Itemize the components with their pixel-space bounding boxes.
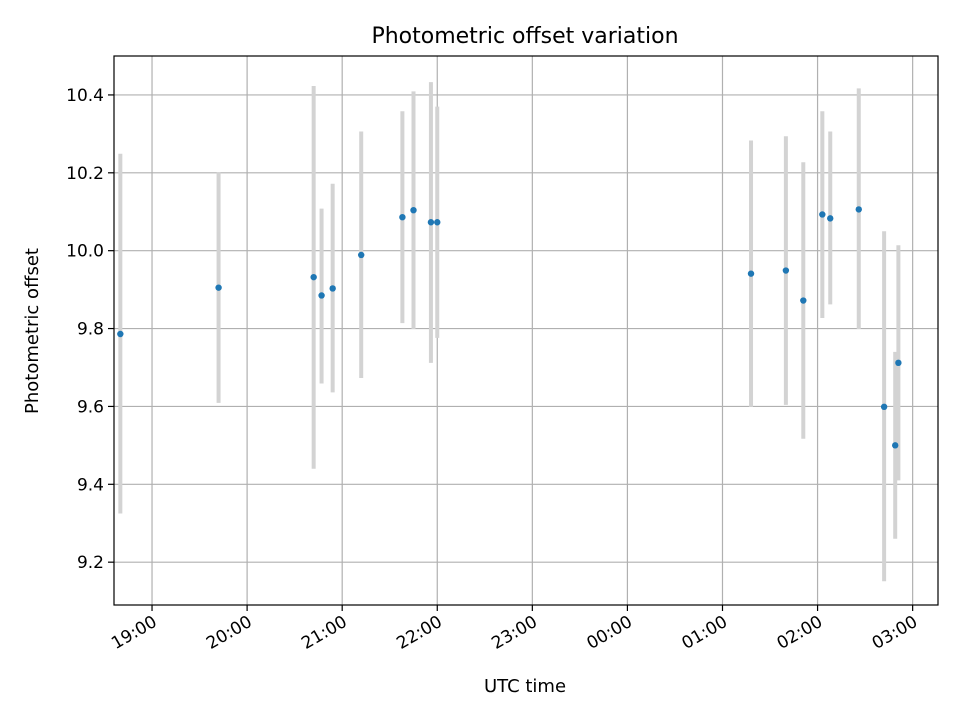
data-point [895, 359, 902, 367]
y-tick-label: 9.6 [77, 397, 104, 417]
data-point [880, 403, 888, 411]
y-axis-label: Photometric offset [22, 248, 43, 414]
data-point [747, 270, 755, 277]
data-point [117, 330, 124, 338]
data-point [892, 442, 899, 449]
data-point [329, 285, 336, 292]
y-tick-label: 9.4 [77, 475, 104, 495]
y-tick-label: 9.8 [77, 320, 104, 340]
data-point [434, 219, 441, 226]
x-axis-label: UTC time [484, 676, 566, 697]
data-point [358, 251, 365, 259]
plot-frame [113, 55, 939, 606]
data-point [410, 206, 417, 214]
data-point [427, 219, 435, 226]
data-point [800, 297, 807, 304]
y-axis-ticks: 9.2 9.4 9.6 9.8 10.0 10.2 10.4 [66, 86, 114, 573]
data-point [310, 273, 317, 281]
data-point [215, 284, 222, 291]
data-point [855, 206, 862, 213]
y-tick-label: 9.2 [77, 553, 104, 573]
chart-title: Photometric offset variation [371, 24, 678, 49]
data-point [318, 292, 325, 299]
y-tick-label: 10.0 [66, 242, 104, 262]
y-tick-label: 10.2 [66, 164, 104, 184]
data-point [819, 211, 826, 218]
y-tick-label: 10.4 [66, 86, 104, 106]
data-point [782, 267, 790, 274]
data-points [117, 206, 902, 449]
data-point [399, 213, 406, 221]
data-point [827, 215, 834, 222]
